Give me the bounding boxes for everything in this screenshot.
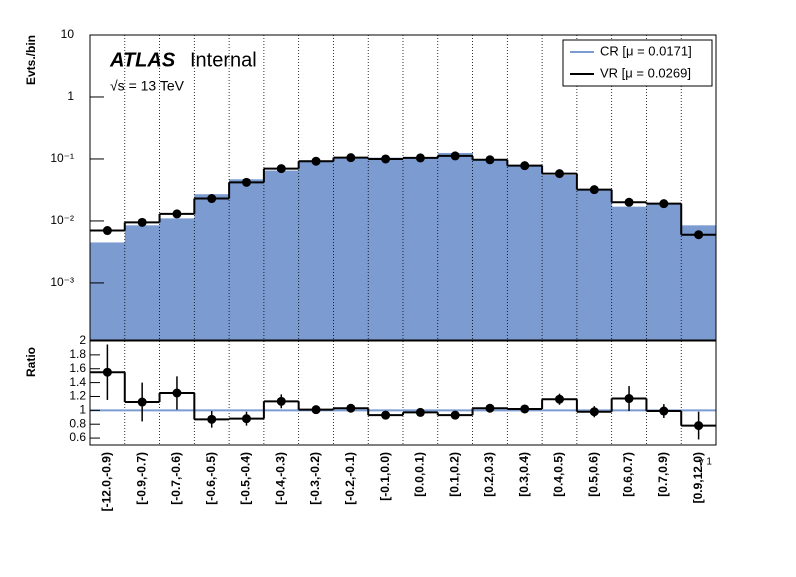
x-tick-label: [-0.5,-0.4) <box>239 452 253 505</box>
x-label: γ 1 <box>699 457 713 468</box>
ratio-point <box>172 388 182 398</box>
vr-point <box>589 185 599 195</box>
y-tick-label: 0.6 <box>69 430 86 444</box>
internal-label: Internal <box>190 49 257 71</box>
x-tick-label: [0.3,0.4) <box>517 452 531 497</box>
x-tick-label: [-0.9,-0.7) <box>134 452 148 505</box>
x-tick-label: [-12.0,-0.9) <box>100 452 114 511</box>
y-tick-label: 10 <box>61 27 75 41</box>
cr-bar <box>159 218 195 340</box>
cr-bar <box>681 225 717 340</box>
vr-point <box>381 154 391 164</box>
x-tick-label: [-0.3,-0.2) <box>308 452 322 505</box>
vr-point <box>242 177 251 187</box>
frame <box>89 34 717 341</box>
legend-label: CR [μ = 0.0171] <box>600 43 692 58</box>
energy-label: √s = 13 TeV <box>110 78 185 94</box>
cr-bar <box>194 194 230 340</box>
vr-point <box>137 217 147 227</box>
ratio-point <box>520 404 530 414</box>
cr-bar <box>124 225 161 340</box>
y-label: Evts./bin <box>24 35 38 85</box>
cr-bar <box>611 206 647 340</box>
x-tick-label: [0.5,0.6) <box>586 452 600 497</box>
ratio-point <box>589 407 599 417</box>
ratio-y-label: Ratio <box>24 347 38 377</box>
vr-point <box>207 194 217 204</box>
y-tick-label: 10⁻¹ <box>50 151 74 165</box>
vr-point <box>555 169 564 179</box>
cr-bar <box>229 179 265 340</box>
ratio-point <box>555 394 564 404</box>
cr-bar <box>646 203 682 340</box>
x-tick-label: [-0.1,0.0) <box>378 452 392 501</box>
x-tick-label: [0.0,0.1) <box>413 452 427 497</box>
ratio-point <box>311 405 321 415</box>
atlas-label: ATLAS <box>109 49 176 71</box>
vr-point <box>694 230 704 240</box>
vr-point <box>172 209 182 219</box>
x-tick-label: [-0.2,-0.1) <box>343 452 357 505</box>
y-tick-label: 1.4 <box>69 375 86 389</box>
y-tick-label: 2 <box>79 333 86 347</box>
frame <box>89 340 717 446</box>
cr-bar <box>298 160 334 340</box>
ratio-point <box>624 394 634 404</box>
ratio-point <box>694 421 704 431</box>
ratio-point <box>450 410 460 420</box>
cr-bar <box>472 158 508 340</box>
cr-bar <box>263 170 300 340</box>
cr-bar <box>507 164 543 340</box>
x-tick-label: [0.2,0.3) <box>482 452 496 497</box>
cr-bar <box>437 152 474 340</box>
y-tick-label: 1.2 <box>69 389 86 403</box>
x-tick-label: [-0.7,-0.6) <box>169 452 183 505</box>
x-tick-label: [0.9,12.0) <box>691 452 705 503</box>
vr-point <box>276 164 286 174</box>
x-tick-label: [-0.6,-0.5) <box>204 452 218 505</box>
ratio-point <box>485 403 495 413</box>
x-tick-label: [0.4,0.5) <box>552 452 566 497</box>
cr-bar <box>403 157 439 340</box>
vr-point <box>659 199 669 209</box>
x-tick-label: [0.6,0.7) <box>621 452 635 497</box>
ratio-point <box>346 403 356 413</box>
ratio-point <box>207 414 217 424</box>
vr-point <box>102 226 112 236</box>
y-tick-label: 1.6 <box>69 361 86 375</box>
cr-bar <box>333 157 369 340</box>
vr-point <box>450 151 460 161</box>
cr-bar <box>542 175 578 340</box>
vr-point <box>346 153 356 163</box>
legend-box <box>562 39 713 87</box>
x-tick-label: [-0.4,-0.3) <box>273 452 287 505</box>
cr-bar <box>576 189 613 340</box>
ratio-point <box>659 406 669 416</box>
y-tick-label: 1.8 <box>69 347 86 361</box>
legend-label: VR [μ = 0.0269] <box>600 65 691 80</box>
vr-point <box>624 197 634 207</box>
ratio-point <box>415 407 425 417</box>
cr-bar <box>90 242 126 340</box>
vr-point <box>415 153 425 163</box>
cr-bar <box>368 157 404 340</box>
y-tick-label: 0.8 <box>69 416 86 430</box>
x-tick-label: [0.7,0.9) <box>656 452 670 497</box>
vr-point <box>485 155 495 165</box>
ratio-point <box>137 397 147 407</box>
vr-point <box>520 161 530 171</box>
y-tick-label: 10⁻² <box>50 213 74 227</box>
y-tick-label: 1 <box>67 89 74 103</box>
ratio-point <box>276 396 286 406</box>
ratio-point <box>381 410 391 420</box>
y-tick-label: 10⁻³ <box>50 275 74 289</box>
ratio-point <box>102 367 112 377</box>
vr-point <box>311 156 321 166</box>
x-tick-label: [0.1,0.2) <box>447 452 461 497</box>
y-tick-label: 1 <box>79 403 86 417</box>
ratio-point <box>242 414 251 424</box>
